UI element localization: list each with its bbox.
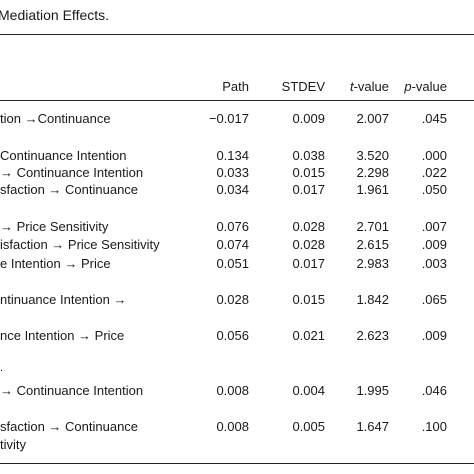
row-p-value: .007 bbox=[421, 219, 447, 234]
row-path: 0.056 bbox=[216, 328, 249, 343]
row-path: 0.134 bbox=[216, 148, 249, 163]
row-path: 0.076 bbox=[216, 219, 249, 234]
row-p-value: .009 bbox=[421, 328, 447, 343]
row-t-value: 1.961 bbox=[356, 182, 389, 197]
row-path: 0.028 bbox=[216, 292, 249, 307]
row-path: 0.074 bbox=[216, 237, 249, 252]
row-p-value: .045 bbox=[421, 111, 447, 126]
header-stdev: STDEV bbox=[281, 79, 325, 94]
row-stdev: 0.021 bbox=[292, 328, 325, 343]
row-t-value: 2.623 bbox=[356, 328, 389, 343]
row-t-value: 2.701 bbox=[356, 219, 389, 234]
row-label: e Intention → Price bbox=[0, 256, 111, 271]
table-caption: Mediation Effects. bbox=[0, 7, 110, 23]
row-label: tion →Continuance bbox=[0, 111, 111, 126]
row-label: isfaction → Price Sensitivity bbox=[0, 237, 160, 252]
row-label: → Continuance Intention bbox=[0, 383, 144, 398]
header-t-rest: -value bbox=[353, 79, 389, 94]
row-path: −0.017 bbox=[208, 111, 249, 126]
row-stdev: 0.017 bbox=[292, 256, 325, 271]
header-p-rest: -value bbox=[411, 79, 447, 94]
header-p-value: p-value bbox=[404, 79, 447, 94]
row-label: → Continuance Intention bbox=[0, 165, 144, 180]
row-t-value: 2.615 bbox=[356, 237, 389, 252]
row-label: Continuance Intention bbox=[0, 148, 127, 163]
row-p-value: .022 bbox=[421, 165, 447, 180]
header-t-italic: t bbox=[349, 79, 354, 94]
row-stdev: 0.009 bbox=[292, 111, 325, 126]
row-stdev: 0.015 bbox=[292, 165, 325, 180]
row-label: ntinuance Intention → bbox=[0, 292, 127, 307]
header-rule bbox=[0, 100, 474, 101]
row-label: nce Intention → Price bbox=[0, 328, 125, 343]
row-stdev: 0.028 bbox=[292, 219, 325, 234]
row-t-value: 2.007 bbox=[356, 111, 389, 126]
row-p-value: .009 bbox=[421, 237, 447, 252]
row-p-value: .003 bbox=[421, 256, 447, 271]
row-label-fragment: . bbox=[0, 362, 4, 374]
header-t-value: t-value bbox=[350, 79, 389, 94]
row-p-value: .046 bbox=[421, 383, 447, 398]
row-path: 0.033 bbox=[216, 165, 249, 180]
row-label: → Price Sensitivity bbox=[0, 219, 109, 234]
row-t-value: 1.647 bbox=[356, 419, 389, 434]
row-stdev: 0.017 bbox=[292, 182, 325, 197]
row-p-value: .065 bbox=[421, 292, 447, 307]
row-label-continuation: tivity bbox=[0, 437, 26, 452]
row-stdev: 0.004 bbox=[292, 383, 325, 398]
row-stdev: 0.005 bbox=[292, 419, 325, 434]
header-p-italic: p bbox=[404, 79, 412, 94]
row-p-value: .000 bbox=[421, 148, 447, 163]
row-path: 0.008 bbox=[216, 419, 249, 434]
row-path: 0.008 bbox=[216, 383, 249, 398]
row-stdev: 0.028 bbox=[292, 237, 325, 252]
row-stdev: 0.015 bbox=[292, 292, 325, 307]
row-label: sfaction → Continuance bbox=[0, 419, 139, 434]
row-t-value: 1.842 bbox=[356, 292, 389, 307]
row-p-value: .100 bbox=[421, 419, 447, 434]
row-t-value: 2.298 bbox=[356, 165, 389, 180]
bottom-rule bbox=[0, 463, 474, 464]
row-t-value: 1.995 bbox=[356, 383, 389, 398]
row-label: sfaction → Continuance bbox=[0, 182, 139, 197]
header-path: Path bbox=[222, 79, 249, 94]
row-t-value: 2.983 bbox=[356, 256, 389, 271]
row-t-value: 3.520 bbox=[356, 148, 389, 163]
row-path: 0.034 bbox=[216, 182, 249, 197]
row-p-value: .050 bbox=[421, 182, 447, 197]
row-path: 0.051 bbox=[216, 256, 249, 271]
row-stdev: 0.038 bbox=[292, 148, 325, 163]
top-rule bbox=[0, 34, 474, 35]
